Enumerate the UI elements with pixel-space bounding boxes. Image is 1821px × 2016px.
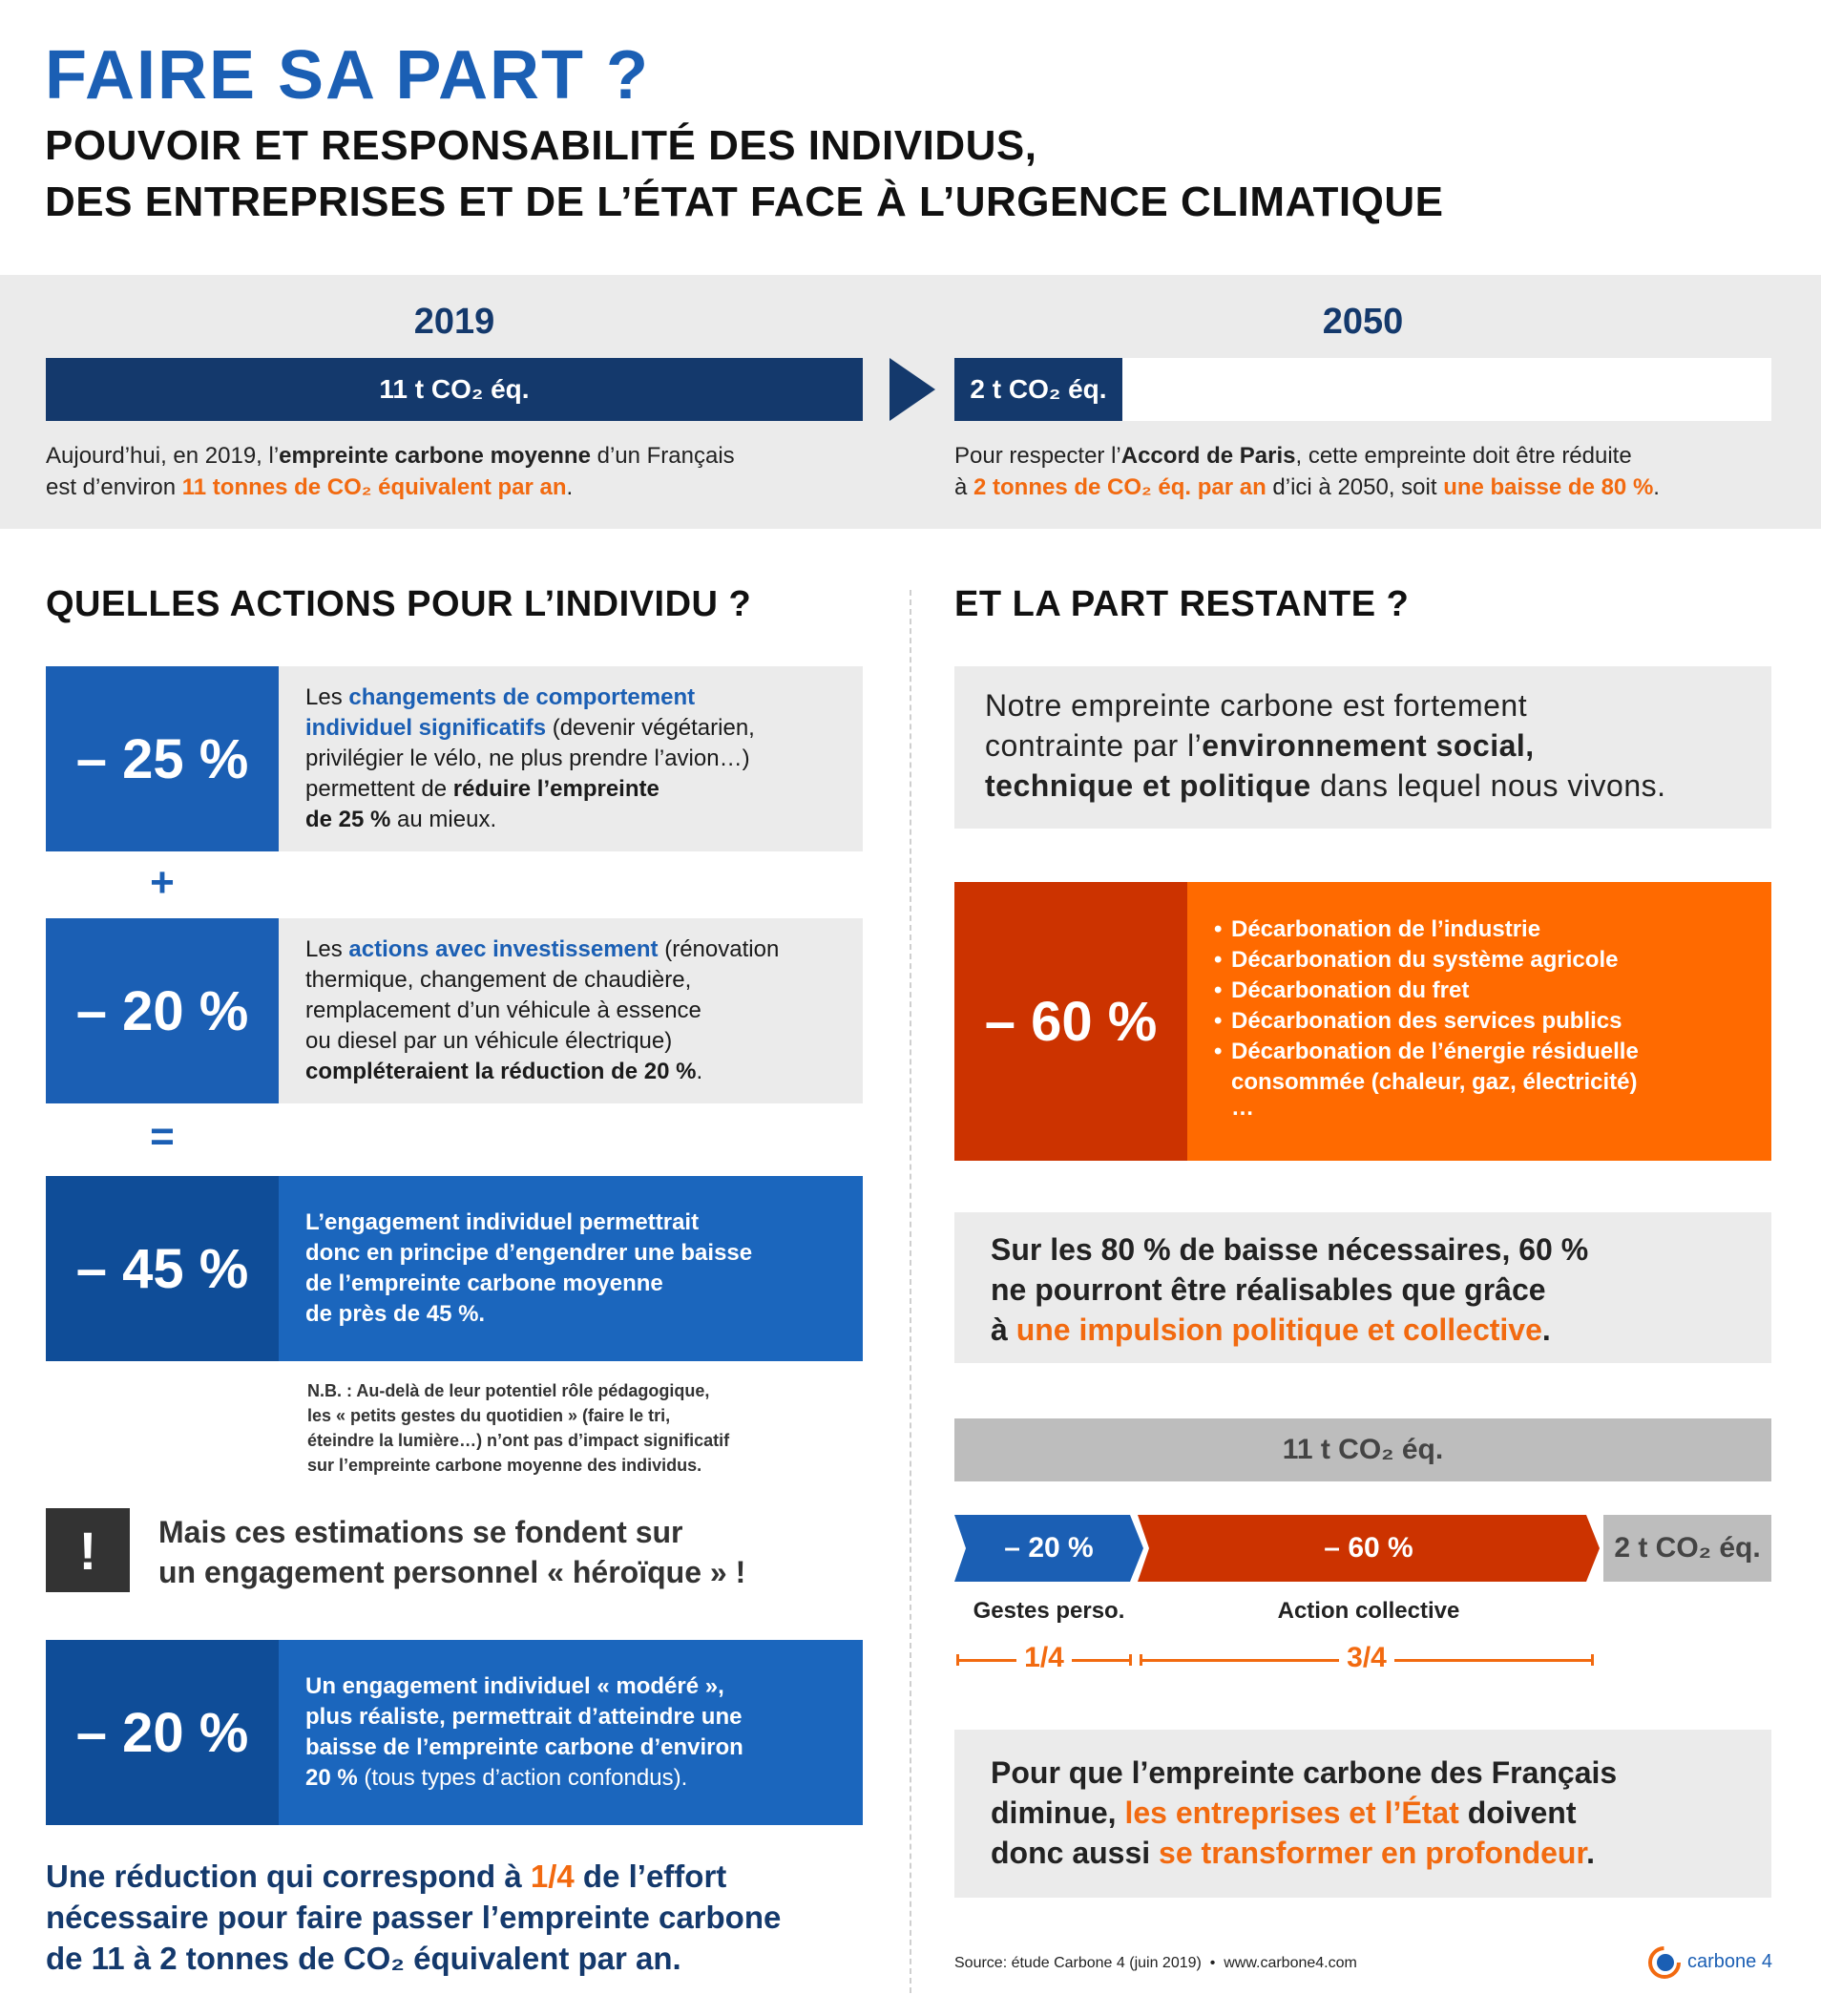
action-block-total: – 45 % L’engagement individuel permettra… [46,1176,863,1361]
page-title: FAIRE SA PART ? [45,37,651,114]
decarbonation-item: Décarbonation du fret [1214,976,1752,1006]
text-2019: Aujourd’hui, en 2019, l’empreinte carbon… [46,443,735,500]
action-block-investment: – 20 % Les actions avec investissement (… [46,918,863,1103]
plus-operator: + [150,859,175,906]
pct-60: – 60 % [954,882,1187,1161]
intro-box: Notre empreinte carbone est fortement co… [954,666,1771,829]
action-block-behavior: – 25 % Les changements de comportement i… [46,666,863,851]
bar-2050-fill: 2 t CO₂ éq. [954,358,1122,421]
action-desc-moderate: Un engagement individuel « modéré », plu… [279,1640,863,1825]
left-heading: QUELLES ACTIONS POUR L’INDIVIDU ? [46,584,752,624]
carbone4-logo-icon [1648,1946,1681,1979]
mid-statement-box: Sur les 80 % de baisse nécessaires, 60 %… [954,1212,1771,1363]
bar-2019: 11 t CO₂ éq. [46,358,863,421]
year-2050: 2050 [1322,302,1404,342]
segment-collective [1138,1515,1600,1582]
decarbonation-list: Décarbonation de l’industrieDécarbonatio… [1214,914,1752,1067]
label-individual: Gestes perso. [973,1598,1125,1624]
pct-25: – 25 % [46,666,279,851]
segment-remaining [1603,1515,1771,1582]
total-bar: 11 t CO₂ éq. [954,1418,1771,1481]
decarbonation-item: Décarbonation du système agricole [1214,945,1752,976]
carbone4-logo-text: carbone 4 [1687,1951,1772,1972]
decarbonation-item: Décarbonation de l’industrie [1214,914,1752,945]
source-text: Source: étude Carbone 4 (juin 2019) • ww… [954,1955,1357,1971]
action-block-moderate: – 20 % Un engagement individuel « modéré… [46,1640,863,1825]
left-conclusion: Une réduction qui correspond à 1/4 de l’… [46,1858,782,1976]
list-ellipsis: … [1231,1095,1254,1121]
fraction-collective: 3/4 [1339,1642,1394,1673]
text-2050: Pour respecter l’Accord de Paris, cette … [954,443,1660,500]
page-subtitle-line2: DES ENTREPRISES ET DE L’ÉTAT FACE À L’UR… [45,178,1444,225]
collective-actions-list: Décarbonation de l’industrieDécarbonatio… [1187,882,1771,1161]
right-heading: ET LA PART RESTANTE ? [954,584,1410,624]
final-statement-box: Pour que l’empreinte carbone des Françai… [954,1730,1771,1898]
arrow-right-icon [890,358,935,421]
fraction-individual: 1/4 [1016,1642,1072,1673]
note-small-gestures: N.B. : Au-delà de leur potentiel rôle pé… [307,1381,730,1475]
segment-remaining-label: 2 t CO₂ éq. [1614,1532,1761,1564]
segment-individual-label: – 20 % [1004,1532,1094,1564]
action-desc-investment: Les actions avec investissement (rénovat… [279,918,863,1103]
pct-45: – 45 % [46,1176,279,1361]
page-subtitle-line1: POUVOIR ET RESPONSABILITÉ DES INDIVIDUS, [45,122,1037,169]
collective-block: – 60 % Décarbonation de l’industrieDécar… [954,882,1771,1161]
warning-text: Mais ces estimations se fondent sur un e… [158,1515,746,1589]
segment-individual [954,1515,1143,1582]
column-divider [910,590,911,1993]
reduction-bar [954,1515,1771,1582]
segment-collective-label: – 60 % [1324,1532,1413,1564]
year-2019: 2019 [413,302,495,342]
list-item-continuation: consommée (chaleur, gaz, électricité) [1231,1069,1638,1095]
action-desc-total: L’engagement individuel permettrait donc… [279,1176,863,1361]
pct-20-moderate: – 20 % [46,1640,279,1825]
decarbonation-item: Décarbonation de l’énergie résiduelle [1214,1037,1752,1067]
warning-icon: ! [46,1508,130,1592]
decarbonation-item: Décarbonation des services publics [1214,1006,1752,1037]
action-desc-behavior: Les changements de comportement individu… [279,666,863,851]
equals-operator: = [150,1113,175,1160]
pct-20-investment: – 20 % [46,918,279,1103]
label-collective: Action collective [1277,1598,1460,1624]
